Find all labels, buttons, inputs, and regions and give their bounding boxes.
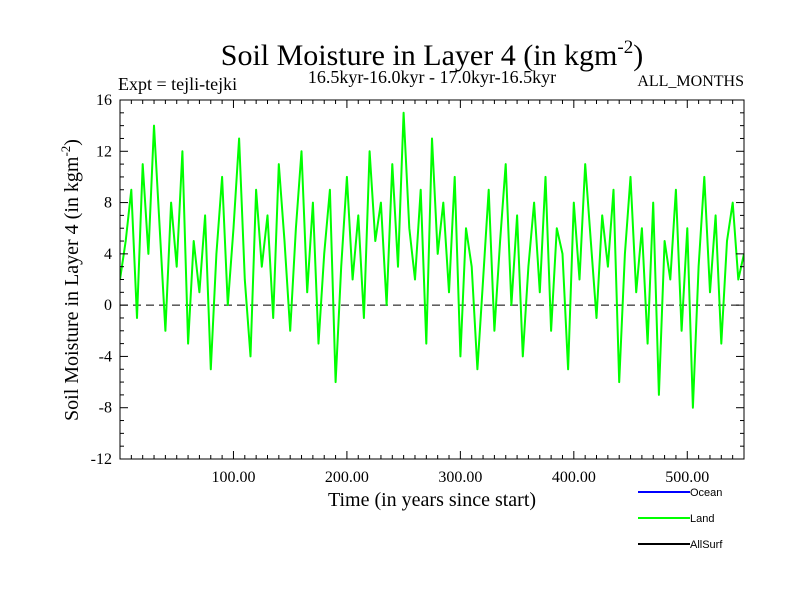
y-axis-label: Soil Moisture in Layer 4 (in kgm-2) <box>58 139 83 421</box>
chart-title: Soil Moisture in Layer 4 (in kgm-2) <box>221 37 643 72</box>
y-tick-label: 12 <box>96 143 112 160</box>
x-tick-label: 200.00 <box>325 469 369 486</box>
x-axis-label: Time (in years since start) <box>328 489 536 511</box>
y-tick-label: -8 <box>99 400 112 417</box>
chart-subtitle: 16.5kyr-16.0kyr - 17.0kyr-16.5kyr <box>308 67 556 87</box>
y-tick-label: 16 <box>96 92 112 109</box>
y-tick-label: 8 <box>104 195 112 212</box>
expt-label: Expt = tejli-tejki <box>118 74 237 94</box>
x-tick-label: 400.00 <box>552 469 596 486</box>
legend: Ocean Land AllSurf <box>638 487 723 551</box>
legend-label-ocean: Ocean <box>690 487 722 499</box>
months-label: ALL_MONTHS <box>637 73 744 90</box>
x-tick-label: 500.00 <box>665 469 709 486</box>
y-axis-ticks: -12 -8 -4 0 4 8 12 16 <box>91 92 744 468</box>
series-line-land <box>120 111 744 409</box>
y-tick-label: 0 <box>104 297 112 314</box>
y-tick-label: -4 <box>99 348 112 365</box>
x-axis-ticks: 100.00 200.00 300.00 400.00 500.00 <box>130 100 734 486</box>
legend-label-land: Land <box>690 513 714 525</box>
y-tick-label: 4 <box>104 246 112 263</box>
series-layer <box>120 111 744 409</box>
legend-label-allsurf: AllSurf <box>690 539 723 551</box>
x-tick-label: 100.00 <box>211 469 255 486</box>
y-tick-label: -12 <box>91 451 112 468</box>
plot-frame <box>119 99 745 460</box>
x-tick-label: 300.00 <box>438 469 482 486</box>
